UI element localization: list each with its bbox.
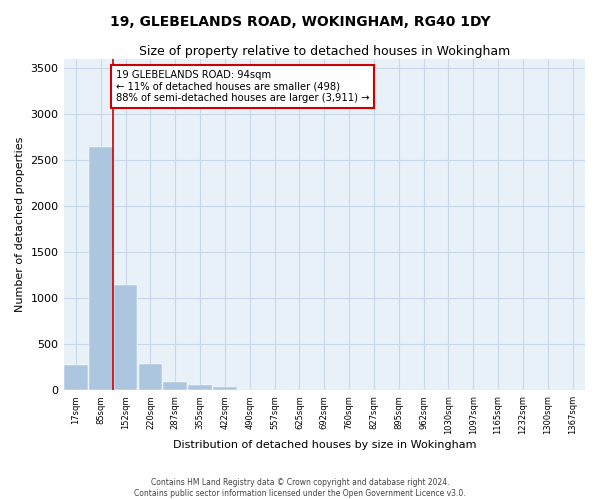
Text: Contains HM Land Registry data © Crown copyright and database right 2024.
Contai: Contains HM Land Registry data © Crown c… — [134, 478, 466, 498]
Y-axis label: Number of detached properties: Number of detached properties — [15, 137, 25, 312]
X-axis label: Distribution of detached houses by size in Wokingham: Distribution of detached houses by size … — [173, 440, 476, 450]
Text: 19, GLEBELANDS ROAD, WOKINGHAM, RG40 1DY: 19, GLEBELANDS ROAD, WOKINGHAM, RG40 1DY — [110, 15, 490, 29]
Bar — [163, 382, 187, 390]
Title: Size of property relative to detached houses in Wokingham: Size of property relative to detached ho… — [139, 45, 510, 58]
Bar — [89, 146, 113, 390]
Bar — [64, 366, 88, 390]
Bar — [213, 387, 237, 390]
Bar — [188, 386, 212, 390]
Bar — [139, 364, 162, 390]
Text: 19 GLEBELANDS ROAD: 94sqm
← 11% of detached houses are smaller (498)
88% of semi: 19 GLEBELANDS ROAD: 94sqm ← 11% of detac… — [116, 70, 369, 103]
Bar — [114, 285, 137, 391]
